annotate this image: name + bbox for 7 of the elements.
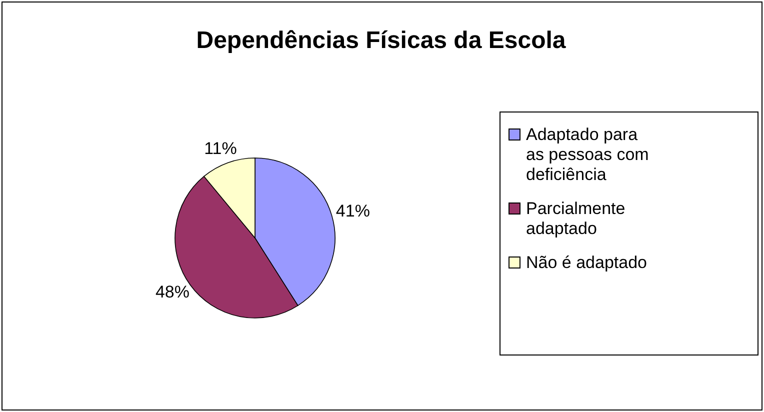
data-label: 41%: [336, 201, 370, 220]
legend-label: Adaptado para as pessoas com deficiência: [526, 125, 649, 184]
data-label: 48%: [155, 282, 190, 302]
data-label: 11%: [204, 139, 237, 158]
legend-label: Parcialmente adaptado: [526, 199, 626, 238]
chart-title: Dependências Físicas da Escola: [196, 27, 566, 54]
legend-label: Não é adaptado: [526, 253, 647, 272]
